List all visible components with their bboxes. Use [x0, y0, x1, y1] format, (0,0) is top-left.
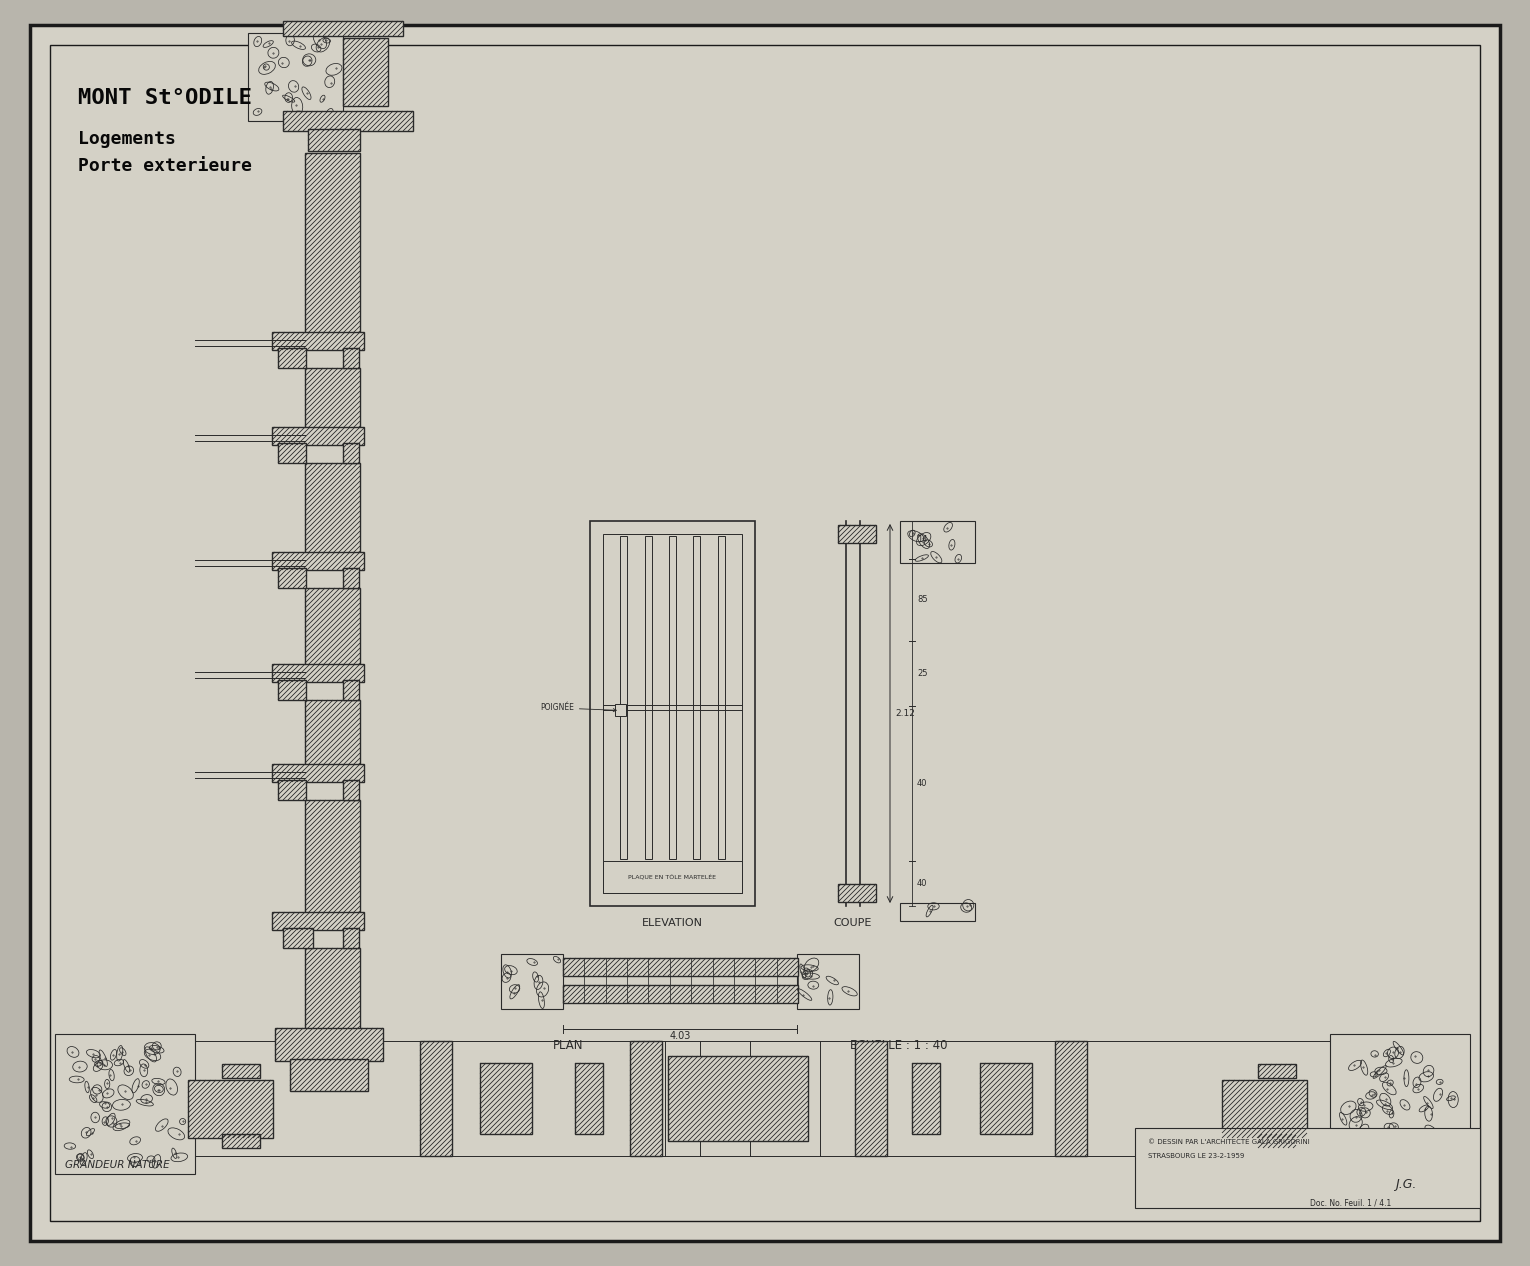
Bar [272, 332, 364, 349]
Bar [278, 348, 306, 368]
Bar [343, 568, 360, 587]
Bar [1258, 1063, 1296, 1079]
Text: 85: 85 [916, 595, 927, 604]
Text: POIGNÉE: POIGNÉE [540, 704, 617, 713]
Text: MONT St°ODILE: MONT St°ODILE [78, 89, 252, 108]
Bar [1258, 1134, 1296, 1148]
Bar [838, 525, 877, 543]
Bar [644, 536, 652, 860]
Bar [1056, 1041, 1086, 1156]
Bar [500, 955, 563, 1009]
Text: © DESSIN PAR L'ARCHITECTE GALA GRIGORINI: © DESSIN PAR L'ARCHITECTE GALA GRIGORINI [1148, 1139, 1310, 1144]
Bar [278, 680, 306, 700]
Bar [304, 153, 360, 335]
Text: GRANDEUR NATURE: GRANDEUR NATURE [64, 1160, 170, 1170]
Bar [591, 522, 754, 906]
Bar [343, 780, 360, 800]
Bar [563, 985, 799, 1003]
Text: Doc. No. Feuil. 1 / 4.1: Doc. No. Feuil. 1 / 4.1 [1310, 1199, 1391, 1208]
Bar [669, 536, 676, 860]
Bar [620, 536, 627, 860]
Bar [304, 800, 360, 917]
Bar [272, 552, 364, 570]
Bar [291, 1058, 369, 1091]
Bar [838, 884, 877, 901]
Bar [1330, 1034, 1470, 1174]
Bar [718, 536, 725, 860]
Bar [630, 1041, 662, 1156]
Bar [343, 443, 360, 463]
Bar [480, 1063, 532, 1134]
Bar [912, 1063, 939, 1134]
Bar [304, 463, 360, 556]
Bar [575, 1063, 603, 1134]
Bar [343, 38, 389, 106]
Text: Logements: Logements [78, 130, 176, 148]
Text: ELEVATION: ELEVATION [643, 918, 702, 928]
Bar [603, 534, 742, 893]
Text: Porte exterieure: Porte exterieure [78, 157, 252, 175]
Bar [283, 111, 413, 130]
Bar [304, 948, 360, 1031]
Text: 2.12: 2.12 [895, 709, 915, 718]
Bar [669, 1056, 808, 1141]
Bar [272, 763, 364, 782]
Bar [248, 33, 343, 122]
Bar [1135, 1128, 1480, 1208]
Bar [797, 955, 858, 1009]
Text: 14: 14 [916, 536, 927, 544]
Bar [1222, 1080, 1307, 1138]
Bar [304, 587, 360, 668]
Bar [563, 958, 799, 976]
Bar [343, 348, 360, 368]
Text: 25: 25 [916, 668, 927, 679]
Bar [900, 522, 975, 563]
Bar [615, 704, 626, 717]
Bar [304, 700, 360, 768]
Bar [272, 912, 364, 931]
Bar [421, 1041, 451, 1156]
Bar [278, 780, 306, 800]
Bar [275, 1028, 382, 1061]
Text: PLAQUE EN TÔLE MARTELÉE: PLAQUE EN TÔLE MARTELÉE [629, 875, 716, 880]
Bar [272, 427, 364, 446]
Bar [603, 861, 742, 893]
Bar [900, 903, 975, 920]
Bar [272, 663, 364, 682]
Text: COUPE: COUPE [834, 918, 872, 928]
Bar [278, 443, 306, 463]
Bar [855, 1041, 887, 1156]
Bar [222, 1063, 260, 1079]
Text: 40: 40 [916, 779, 927, 787]
Bar [308, 129, 360, 151]
Bar [343, 680, 360, 700]
Bar [55, 1034, 194, 1174]
Text: ECHELLE : 1 : 40: ECHELLE : 1 : 40 [851, 1039, 947, 1052]
Bar [693, 536, 701, 860]
Text: PLAN: PLAN [552, 1039, 583, 1052]
Bar [222, 1134, 260, 1148]
Text: STRASBOURG LE 23-2-1959: STRASBOURG LE 23-2-1959 [1148, 1153, 1244, 1158]
Bar [283, 22, 402, 35]
Bar [304, 368, 360, 430]
Bar [343, 928, 360, 948]
Bar [278, 568, 306, 587]
Bar [188, 1080, 272, 1138]
Text: 4.03: 4.03 [669, 1031, 690, 1041]
Bar [669, 1056, 808, 1141]
Text: J.G.: J.G. [1395, 1177, 1417, 1191]
Bar [283, 928, 314, 948]
Text: 40: 40 [916, 879, 927, 887]
Bar [981, 1063, 1033, 1134]
